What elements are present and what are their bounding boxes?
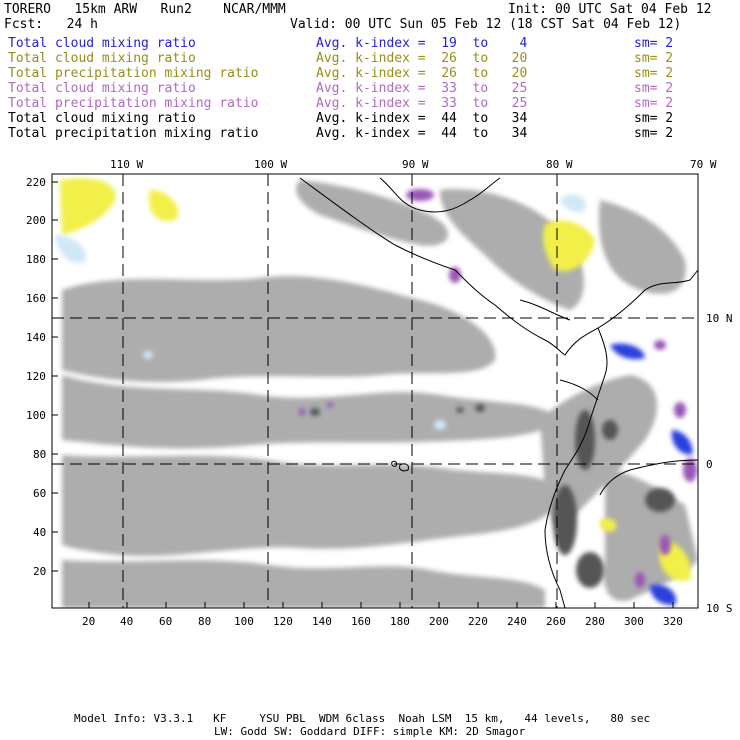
x-tick-label: 40 (120, 615, 134, 628)
legend-sm: sm= 2 (634, 126, 674, 141)
y-tick-label: 180 (26, 253, 46, 266)
y-tick-label: 220 (26, 176, 46, 189)
legend-field: Total cloud mixing ratio (8, 111, 196, 126)
blue-cloud-regions (610, 343, 693, 606)
x-tick-label: 160 (351, 615, 371, 628)
lon-label: 90 W (402, 158, 429, 171)
x-tick-label: 100 (234, 615, 254, 628)
legend-field: Total precipitation mixing ratio (8, 96, 259, 111)
forecast-hour: Fcst: 24 h (4, 17, 98, 32)
x-tick-label: 20 (82, 615, 96, 628)
x-tick-label: 320 (663, 615, 683, 628)
yellow-cloud-regions (60, 178, 691, 581)
y-tick-label: 100 (26, 409, 46, 422)
legend-field: Total cloud mixing ratio (8, 51, 196, 66)
y-tick-label: 200 (26, 214, 46, 227)
y-tick-label: 160 (26, 292, 46, 305)
legend-sm: sm= 2 (634, 96, 674, 111)
x-tick-label: 220 (468, 615, 488, 628)
legend-sm: sm= 2 (634, 81, 674, 96)
legend-sm: sm= 2 (634, 111, 674, 126)
purple-cloud-regions (299, 189, 697, 588)
legend-field: Total precipitation mixing ratio (8, 126, 259, 141)
legend-field: Total cloud mixing ratio (8, 81, 196, 96)
x-tick-label: 180 (390, 615, 410, 628)
legend-index: Avg. k-index = 33 to 25 (316, 96, 528, 111)
legend-index: Avg. k-index = 26 to 20 (316, 51, 528, 66)
graticule (52, 174, 698, 608)
precip-dark-cores (310, 404, 675, 588)
x-tick-label: 140 (312, 615, 332, 628)
valid-time: Valid: 00 UTC Sun 05 Feb 12 (18 CST Sat … (290, 17, 682, 32)
y-tick-label: 60 (33, 487, 47, 500)
legend-index: Avg. k-index = 44 to 34 (316, 111, 528, 126)
lon-label: 80 W (546, 158, 573, 171)
light-blue-regions (55, 194, 586, 430)
y-tick-label: 80 (33, 448, 47, 461)
legend-field: Total cloud mixing ratio (8, 36, 196, 51)
axis-ticks (52, 181, 674, 608)
y-tick-label: 20 (33, 565, 47, 578)
x-tick-label: 60 (159, 615, 173, 628)
x-tick-label: 200 (429, 615, 449, 628)
legend-sm: sm= 2 (634, 66, 674, 81)
lat-label: 10 S (706, 602, 733, 615)
physics-info-line: LW: Godd SW: Goddard DIFF: simple KM: 2D… (214, 725, 526, 738)
model-title: TORERO 15km ARW Run2 NCAR/MMM (4, 2, 286, 17)
y-tick-label: 140 (26, 331, 46, 344)
x-tick-label: 240 (507, 615, 527, 628)
legend-sm: sm= 2 (634, 36, 674, 51)
x-tick-label: 260 (546, 615, 566, 628)
x-tick-label: 280 (585, 615, 605, 628)
lon-label: 70 W (690, 158, 717, 171)
x-tick-label: 120 (273, 615, 293, 628)
lon-label: 100 W (254, 158, 288, 171)
x-tick-label: 80 (198, 615, 212, 628)
cloud-field-gray (62, 180, 698, 608)
y-tick-label: 40 (33, 526, 47, 539)
x-tick-label: 300 (624, 615, 644, 628)
lat-label: 0 (706, 458, 713, 471)
legend-field: Total precipitation mixing ratio (8, 66, 259, 81)
model-info-line: Model Info: V3.3.1 KF YSU PBL WDM 6class… (74, 712, 651, 725)
y-tick-label: 120 (26, 370, 46, 383)
coastlines (299, 177, 698, 608)
init-time: Init: 00 UTC Sat 04 Feb 12 (508, 2, 712, 17)
legend-index: Avg. k-index = 26 to 20 (316, 66, 528, 81)
lon-label: 110 W (110, 158, 144, 171)
lat-label: 10 N (706, 312, 733, 325)
legend-index: Avg. k-index = 19 to 4 (316, 36, 528, 51)
legend-index: Avg. k-index = 44 to 34 (316, 126, 528, 141)
legend-sm: sm= 2 (634, 51, 674, 66)
legend-index: Avg. k-index = 33 to 25 (316, 81, 528, 96)
map-frame (51, 173, 699, 609)
